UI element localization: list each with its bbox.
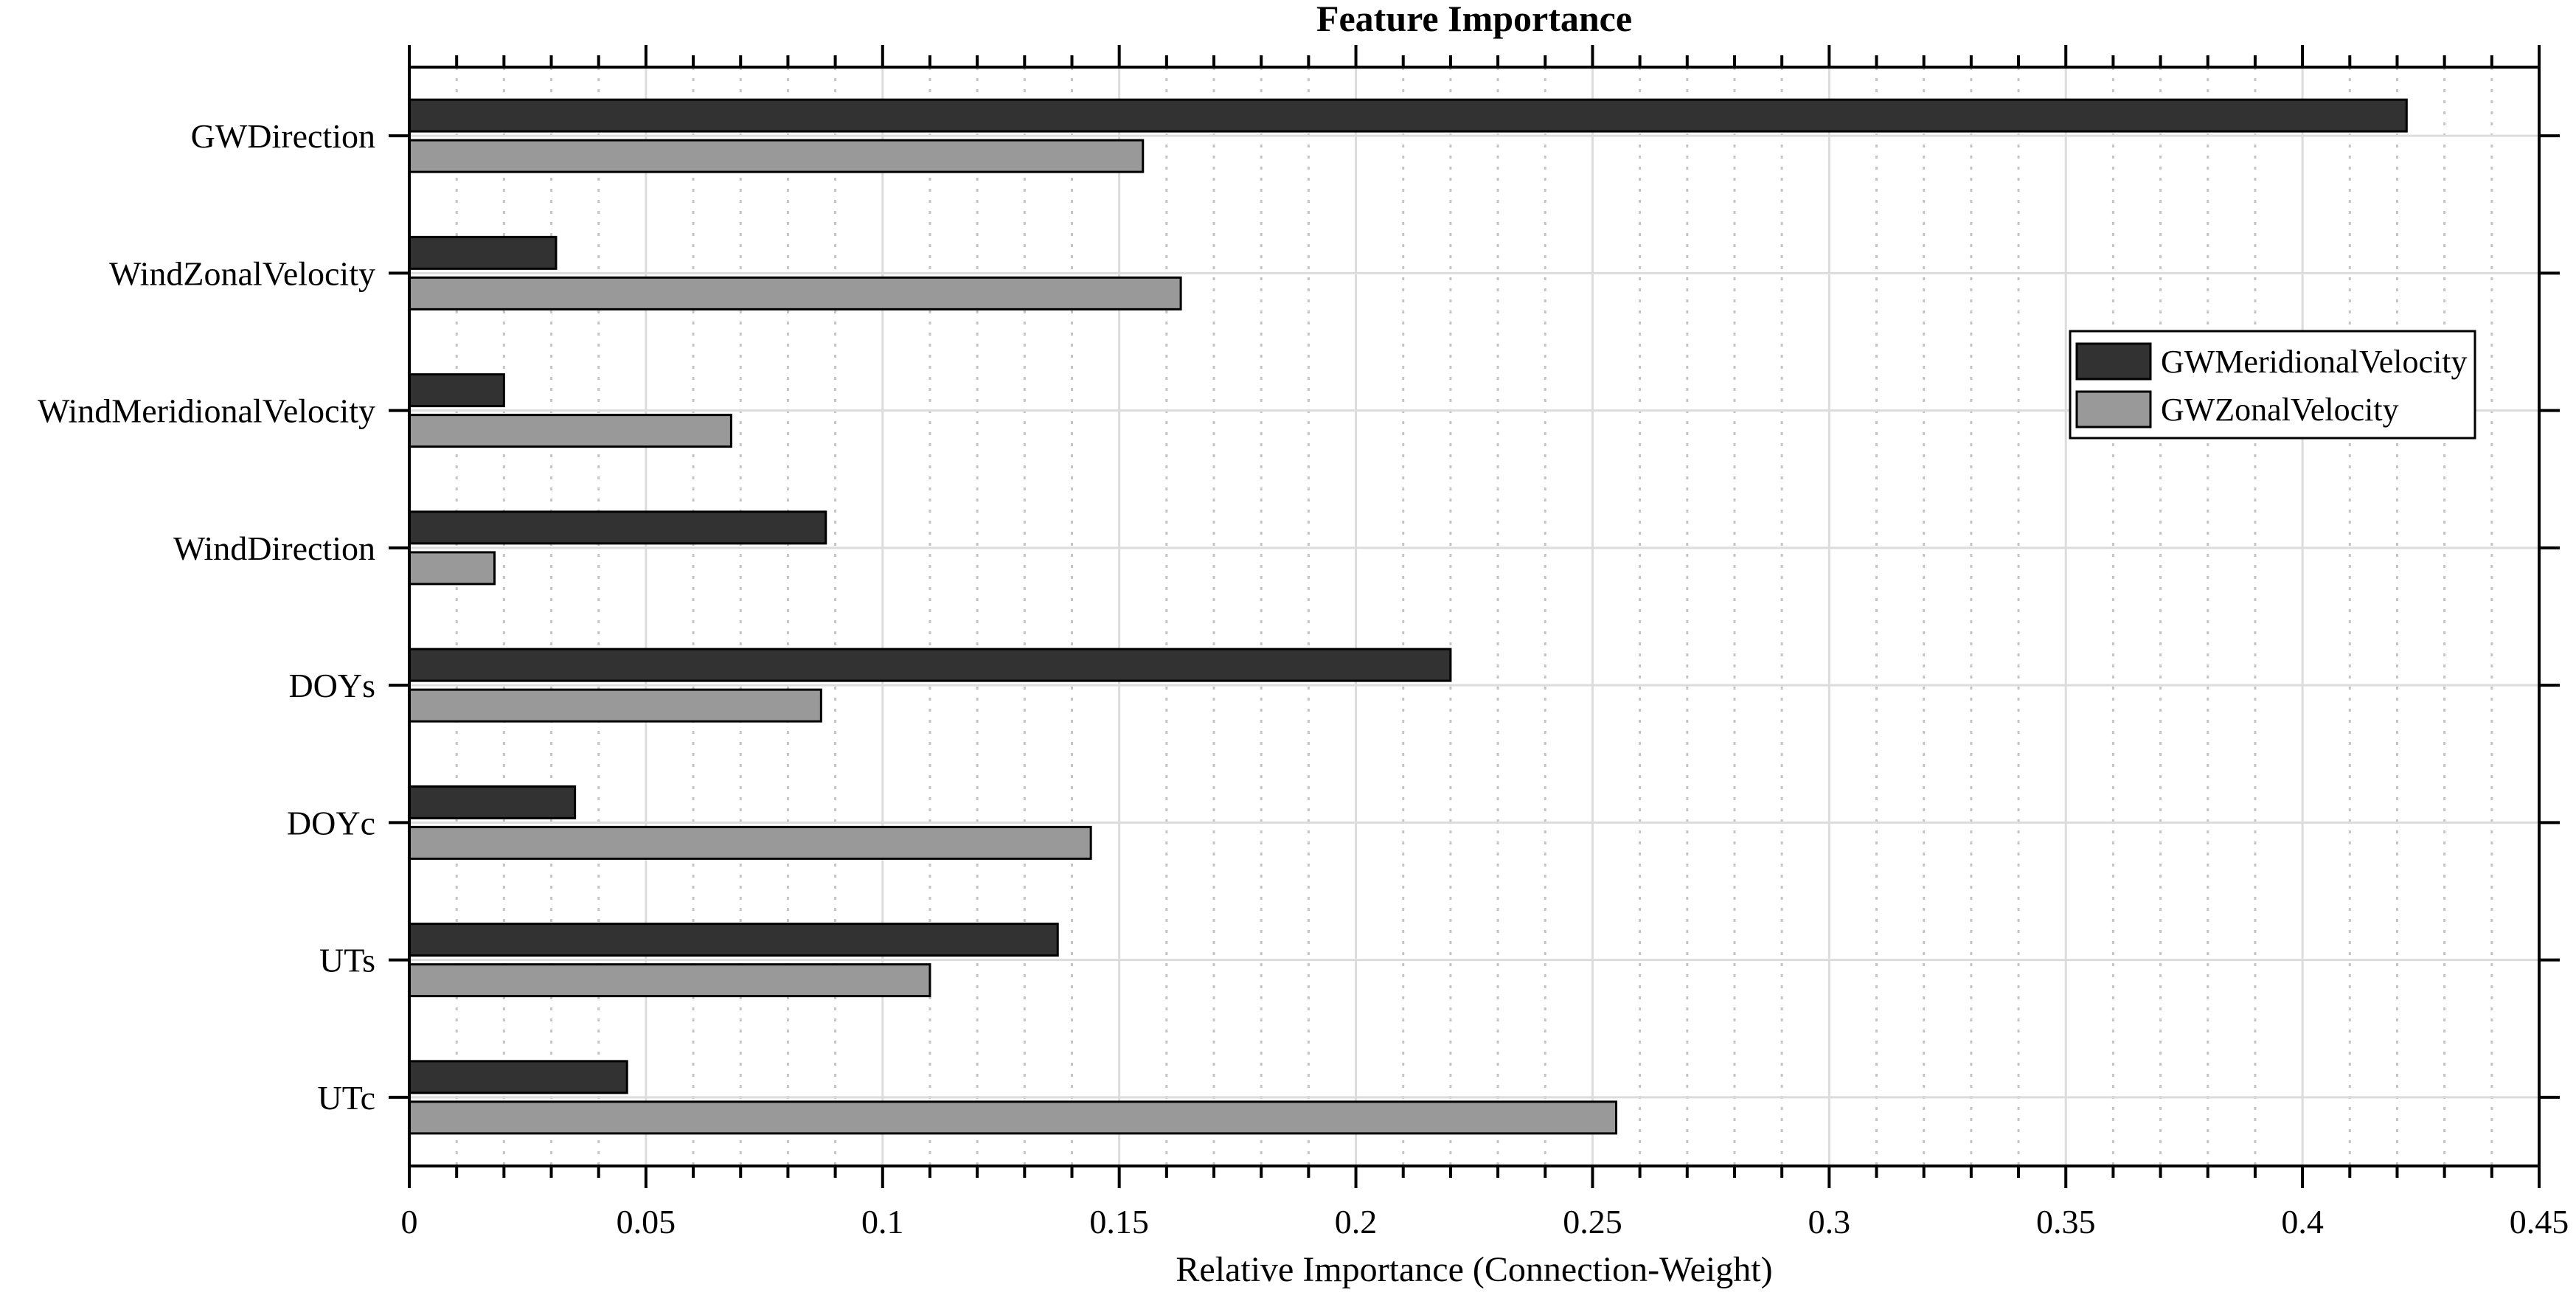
bar	[408, 688, 822, 723]
x-tick-label: 0.15	[1089, 1203, 1149, 1240]
category-label: UTs	[319, 942, 375, 979]
x-axis-label: Relative Importance (Connection-Weight)	[1176, 1250, 1773, 1289]
x-tick-label: 0.2	[1335, 1203, 1378, 1240]
bar	[408, 963, 931, 998]
bar	[408, 551, 496, 586]
bar	[408, 1100, 1618, 1135]
x-tick-label: 0.1	[861, 1203, 904, 1240]
category-label: GWDirection	[191, 117, 375, 155]
bar	[408, 648, 1452, 682]
bar	[408, 373, 505, 408]
x-tick-label: 0.45	[2510, 1203, 2569, 1240]
bar	[408, 923, 1059, 957]
category-label: WindDirection	[173, 530, 375, 567]
x-tick-label: 0.4	[2281, 1203, 2324, 1240]
legend-label: GWZonalVelocity	[2161, 392, 2399, 428]
bar	[408, 235, 558, 270]
category-label: WindMeridionalVelocity	[38, 392, 375, 430]
x-tick-label: 0	[401, 1203, 418, 1240]
category-label: DOYs	[288, 667, 375, 704]
bar	[408, 1060, 628, 1094]
x-tick-label: 0.25	[1563, 1203, 1622, 1240]
plot-border	[408, 66, 2541, 1167]
legend-label: GWMeridionalVelocity	[2161, 344, 2467, 380]
bar	[408, 276, 1182, 310]
x-tick-label: 0.05	[617, 1203, 676, 1240]
legend-swatch	[2075, 390, 2152, 428]
category-label: DOYc	[287, 804, 375, 841]
legend-swatch	[2075, 342, 2152, 381]
x-tick-label: 0.35	[2036, 1203, 2096, 1240]
bar	[408, 414, 732, 448]
bar	[408, 98, 2408, 133]
category-label: WindZonalVelocity	[109, 254, 375, 292]
bar	[408, 510, 827, 545]
chart-title: Feature Importance	[1316, 0, 1633, 39]
bar	[408, 139, 1145, 173]
bar	[408, 785, 577, 819]
category-label: UTc	[317, 1079, 375, 1117]
x-tick-label: 0.3	[1808, 1203, 1851, 1240]
bar	[408, 825, 1092, 860]
